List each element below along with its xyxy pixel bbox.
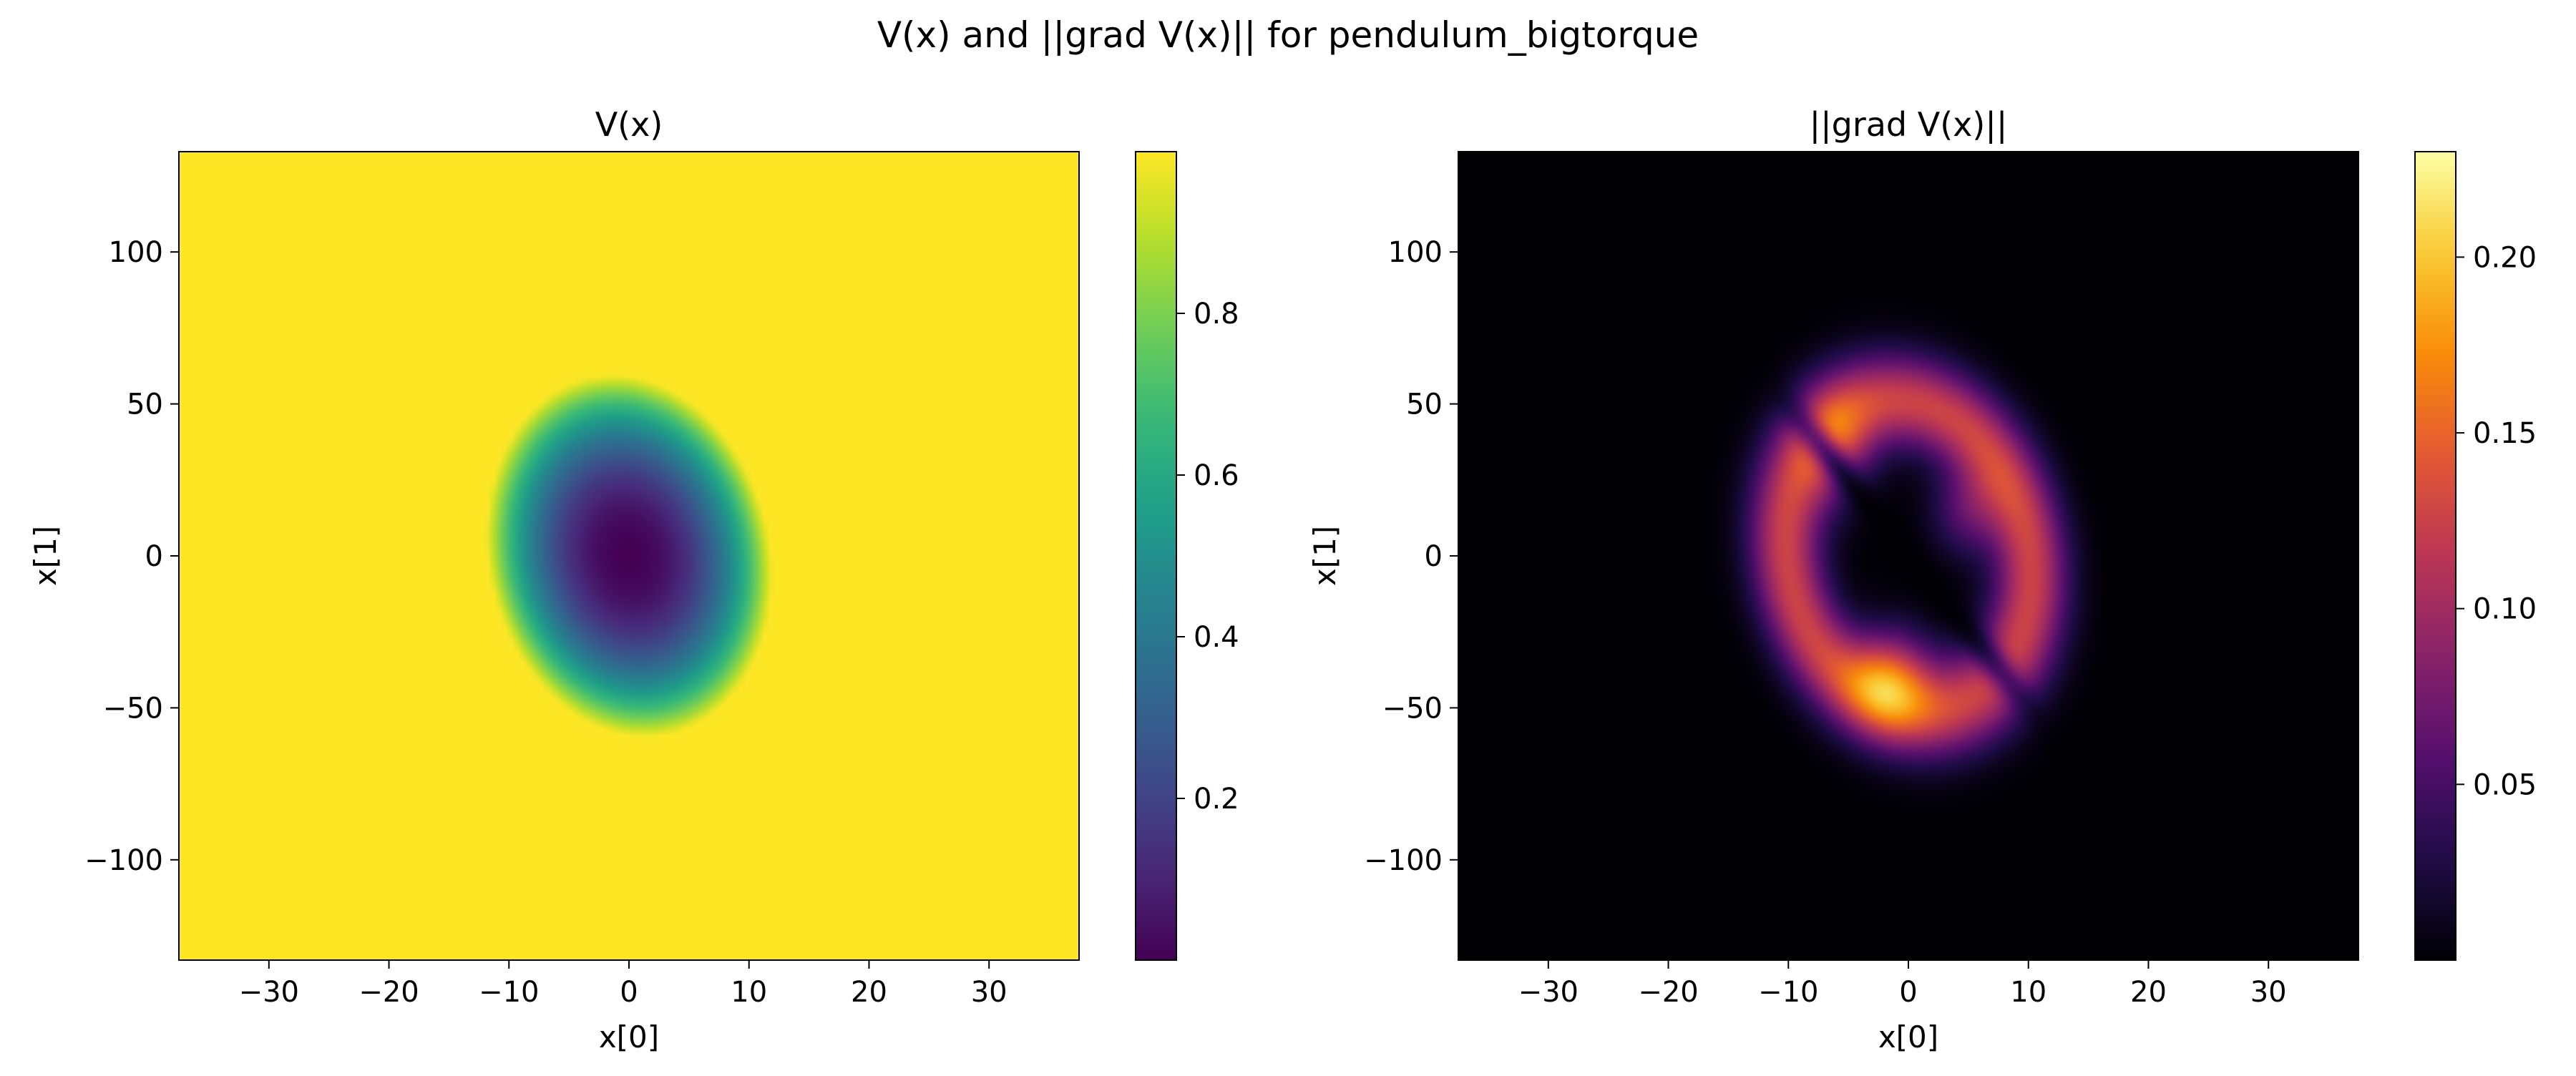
x-tick-label: −10 <box>479 976 539 1009</box>
x-tick-label: 0 <box>1899 976 1917 1009</box>
y-tick-label: 0 <box>145 540 163 573</box>
y-tick-label: −50 <box>103 692 163 725</box>
y-tick-label: −100 <box>1364 844 1443 877</box>
y-tick-label: 0 <box>1425 540 1443 573</box>
colorbar <box>2415 152 2456 960</box>
x-tick-label: 30 <box>2250 976 2287 1009</box>
x-tick-label: 0 <box>620 976 638 1009</box>
y-axis-label: x[1] <box>28 526 63 586</box>
colorbar-frame <box>1135 151 1177 961</box>
y-tick-label: −50 <box>1382 692 1443 725</box>
figure-title: V(x) and ||grad V(x)|| for pendulum_bigt… <box>877 14 1699 56</box>
x-axis-label: x[0] <box>599 1019 659 1055</box>
colorbar-tick-label: 0.6 <box>1194 459 1239 492</box>
panel-title: V(x) <box>595 105 663 144</box>
x-tick-label: 10 <box>731 976 767 1009</box>
x-axis-label: x[0] <box>1878 1019 1938 1055</box>
colorbar-tick-label: 0.10 <box>2473 593 2537 626</box>
heatmap-image <box>1458 152 2358 960</box>
chart-panel-2: ||grad V(x)||−30 −20 −10 0 10 20 30x[0]−100−50… <box>1307 105 2537 1055</box>
x-tick-label: 20 <box>2130 976 2167 1009</box>
colorbar-tick-label: 0.4 <box>1194 621 1239 654</box>
x-tick-label: −30 <box>239 976 299 1009</box>
y-tick-label: 50 <box>127 388 163 421</box>
y-tick-label: 50 <box>1406 388 1443 421</box>
x-tick-label: −10 <box>1758 976 1818 1009</box>
y-tick-label: 100 <box>109 236 163 269</box>
x-tick-label: 20 <box>851 976 887 1009</box>
x-tick-label: 30 <box>971 976 1008 1009</box>
x-tick-label: −30 <box>1518 976 1579 1009</box>
y-tick-label: −100 <box>84 844 163 877</box>
colorbar <box>1136 152 1176 960</box>
x-tick-label: 10 <box>2010 976 2046 1009</box>
y-tick-label: 100 <box>1388 236 1443 269</box>
colorbar-frame <box>2414 151 2457 961</box>
colorbar-tick-label: 0.05 <box>2473 768 2537 801</box>
y-axis-label: x[1] <box>1307 526 1342 586</box>
colorbar-tick-label: 0.20 <box>2473 241 2537 274</box>
chart-panel-1: V(x)−30 −20 −10 0 10 20 30x[0]−100−50050100x[1… <box>28 105 1239 1055</box>
x-tick-label: −20 <box>1638 976 1698 1009</box>
heatmap-image <box>179 152 1079 960</box>
colorbar-tick-label: 0.2 <box>1194 783 1239 816</box>
colorbar-tick-label: 0.15 <box>2473 417 2537 450</box>
panel-title: ||grad V(x)|| <box>1810 105 2008 145</box>
colorbar-tick-label: 0.8 <box>1194 298 1239 331</box>
x-tick-label: −20 <box>358 976 419 1009</box>
